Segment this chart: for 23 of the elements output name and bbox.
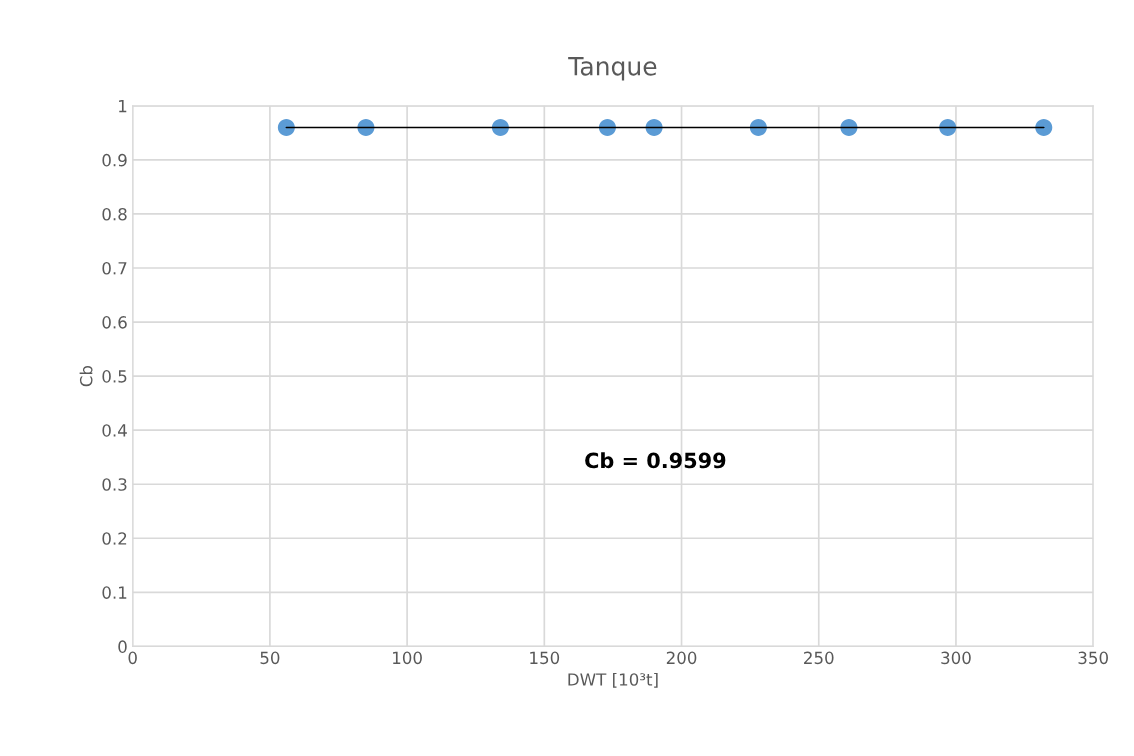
x-tick-label: 150 [530, 651, 560, 665]
x-tick-label: 50 [260, 651, 280, 665]
x-tick-label: 350 [1078, 651, 1108, 665]
x-tick-label: 100 [393, 651, 422, 665]
y-tick-label: 0.6 [102, 316, 127, 329]
y-axis-title: Cb [79, 365, 93, 387]
x-tick-label: 0 [128, 651, 137, 665]
y-tick-label: 0.7 [102, 261, 127, 275]
y-tick-label: 0.2 [102, 532, 127, 545]
annotation: Cb = 0.9599 [585, 452, 726, 469]
x-tick-label: 250 [804, 651, 834, 665]
y-tick-label: 0.3 [102, 478, 127, 491]
x-tick-label: 200 [666, 651, 697, 665]
y-tick-label: 1 [119, 100, 127, 113]
x-axis-title: DWT [10³t] [568, 672, 658, 688]
chart-title: Tanque [568, 57, 657, 81]
y-tick-label: 0 [118, 640, 127, 653]
y-tick-label: 0.1 [102, 586, 127, 599]
y-tick-label: 0.9 [102, 153, 127, 167]
y-tick-label: 0.8 [102, 207, 127, 221]
y-tick-label: 0.4 [102, 424, 127, 437]
x-tick-label: 300 [941, 651, 971, 665]
y-tick-label: 0.5 [102, 370, 127, 383]
